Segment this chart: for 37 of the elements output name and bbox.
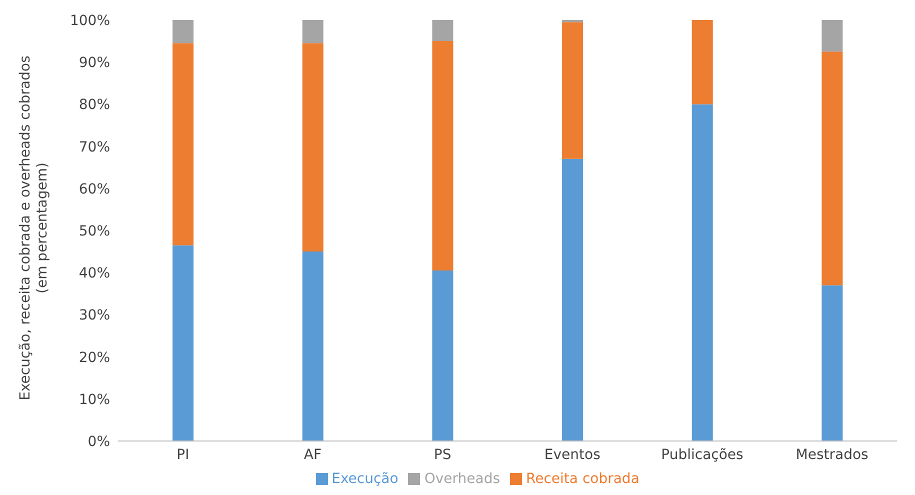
legend-label: Overheads [424, 471, 500, 487]
y-tick-label: 40% [78, 266, 110, 282]
y-tick-label: 80% [78, 97, 110, 114]
bar [172, 43, 194, 246]
y-tick-label: 20% [78, 350, 110, 366]
bar [692, 20, 713, 104]
bar [302, 43, 324, 252]
bar [432, 270, 454, 441]
y-tick-label: 100% [70, 12, 110, 29]
bar [692, 104, 713, 441]
x-tick-label: Mestrados [796, 446, 868, 463]
bar [822, 285, 843, 441]
y-tick-label: 70% [78, 139, 110, 156]
bar [822, 52, 843, 286]
x-tick-label: PI [176, 446, 190, 463]
y-tick-label: 60% [78, 181, 110, 198]
x-tick-label: AF [304, 446, 322, 463]
bar [432, 20, 454, 42]
legend-label: Execução [332, 471, 398, 487]
bar [562, 22, 584, 159]
y-tick-label: 10% [78, 392, 110, 408]
legend-label: Receita cobrada [526, 471, 640, 487]
y-tick-label: 30% [78, 308, 110, 324]
bar [302, 20, 324, 44]
x-tick-label: Eventos [544, 446, 600, 463]
y-tick-label: 90% [78, 55, 110, 72]
x-tick-label: Publicações [661, 446, 744, 463]
bar [172, 20, 194, 44]
y-tick-label: 50% [78, 223, 110, 240]
bar [302, 252, 324, 441]
bar [562, 158, 584, 441]
y-axis-title: Execução, receita cobrada e overheads cobrados (em percentagem) [18, 56, 50, 400]
bar [432, 41, 454, 270]
bar [822, 20, 843, 52]
x-tick-label: PS [434, 446, 452, 463]
bar [172, 245, 194, 441]
y-tick-label: 0% [88, 434, 110, 450]
